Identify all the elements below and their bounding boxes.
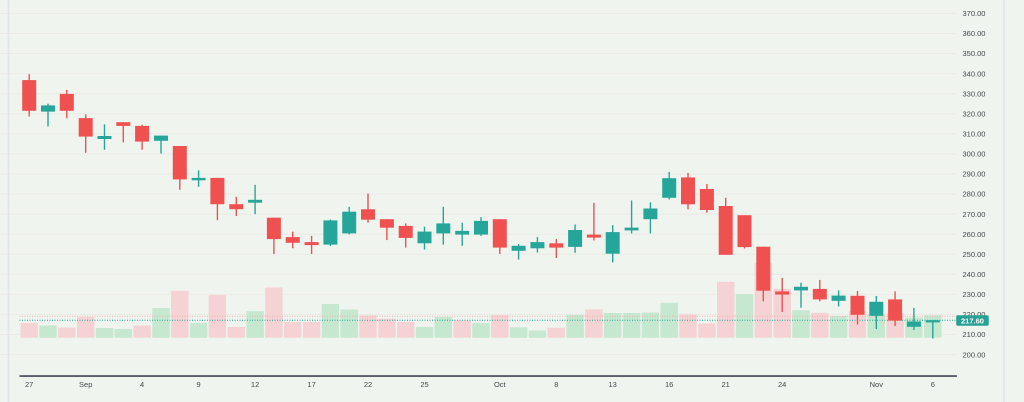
svg-text:17: 17 [307,380,315,389]
svg-text:12: 12 [251,380,259,389]
svg-text:22: 22 [364,380,372,389]
svg-text:16: 16 [665,380,673,389]
svg-text:340.00: 340.00 [963,69,986,78]
svg-text:360.00: 360.00 [963,29,986,38]
svg-text:21: 21 [722,380,730,389]
svg-text:220.00: 220.00 [963,310,986,319]
svg-text:8: 8 [554,380,558,389]
svg-text:300.00: 300.00 [963,150,986,159]
svg-text:270.00: 270.00 [963,210,986,219]
svg-text:200.00: 200.00 [963,350,986,359]
svg-text:330.00: 330.00 [963,89,986,98]
svg-text:260.00: 260.00 [963,230,986,239]
svg-text:320.00: 320.00 [963,110,986,119]
svg-text:230.00: 230.00 [963,290,986,299]
svg-text:210.00: 210.00 [963,330,986,339]
svg-text:240.00: 240.00 [963,270,986,279]
svg-text:Oct: Oct [494,380,507,389]
svg-text:25: 25 [420,380,428,389]
svg-text:280.00: 280.00 [963,190,986,199]
svg-text:350.00: 350.00 [963,49,986,58]
svg-text:9: 9 [197,380,201,389]
svg-text:13: 13 [609,380,617,389]
svg-text:6: 6 [931,380,935,389]
svg-text:250.00: 250.00 [963,250,986,259]
svg-text:4: 4 [140,380,144,389]
svg-text:Sep: Sep [79,380,92,389]
svg-text:370.00: 370.00 [963,9,986,18]
svg-text:310.00: 310.00 [963,130,986,139]
svg-text:24: 24 [778,380,786,389]
svg-text:290.00: 290.00 [963,170,986,179]
svg-text:27: 27 [25,380,33,389]
svg-text:Nov: Nov [870,380,884,389]
svg-text:217.60: 217.60 [961,316,984,325]
